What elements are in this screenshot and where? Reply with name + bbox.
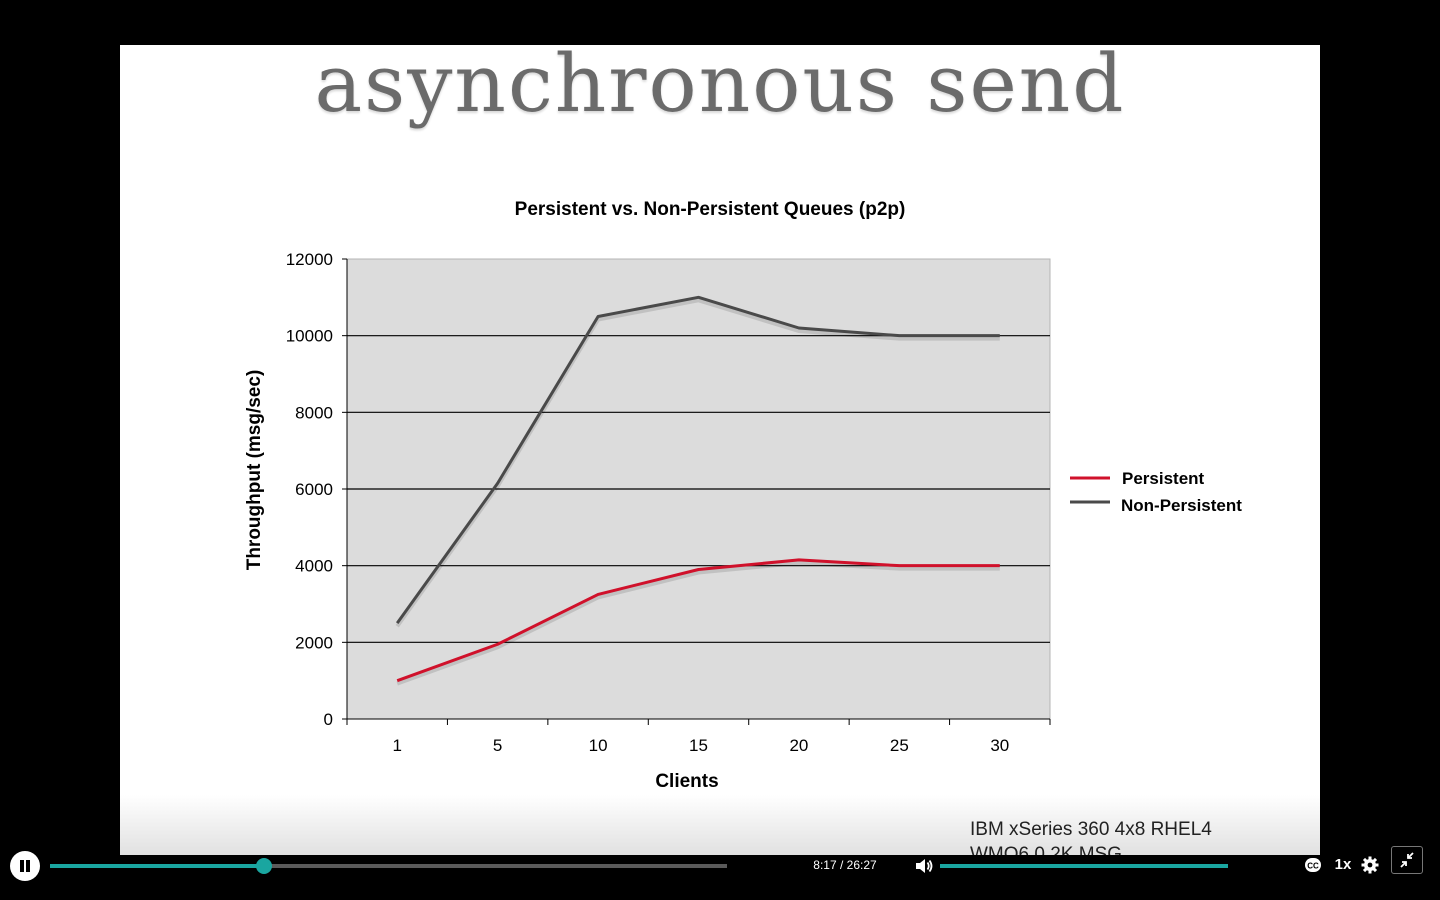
legend: Persistent Non-Persistent	[1070, 469, 1242, 515]
y-tick-labels: 0 2000 4000 6000 8000 10000 12000	[286, 250, 333, 729]
y-tick-label: 12000	[286, 250, 333, 269]
series-shadow-non-persistent	[395, 298, 1000, 628]
y-tick-label: 10000	[286, 327, 333, 346]
line-chart: Persistent vs. Non-Persistent Queues (p2…	[244, 199, 1242, 792]
volume-slider[interactable]	[940, 864, 1228, 868]
pause-button[interactable]	[10, 851, 40, 881]
exit-fullscreen-button[interactable]	[1391, 846, 1423, 874]
seek-handle[interactable]	[255, 858, 272, 874]
exit-fullscreen-icon	[1400, 852, 1414, 868]
volume-level	[940, 864, 1228, 868]
chart-title: Persistent vs. Non-Persistent Queues (p2…	[515, 199, 906, 220]
gear-icon[interactable]	[1361, 856, 1379, 874]
x-tick-label: 20	[789, 736, 808, 755]
y-tick-label: 0	[324, 710, 333, 729]
closed-captions-icon[interactable]: CC	[1305, 858, 1321, 872]
slide-title: asynchronous send	[314, 45, 1126, 130]
y-axis-label: Throughput (msg/sec)	[244, 370, 265, 571]
legend-label-non-persistent: Non-Persistent	[1121, 496, 1242, 515]
axes	[342, 258, 1051, 725]
legend-label-persistent: Persistent	[1122, 469, 1205, 488]
x-axis-label: Clients	[655, 771, 718, 792]
slide-bottom-fade	[120, 795, 1320, 855]
video-frame[interactable]: asynchronous send Persistent vs. Non-Per…	[120, 45, 1320, 855]
playback-speed-button[interactable]: 1x	[1334, 856, 1352, 873]
seek-bar-played	[50, 864, 264, 868]
volume-icon[interactable]	[914, 857, 934, 875]
seek-bar[interactable]	[50, 858, 727, 874]
footnote-line-2: WMQ6.0 2K MSG	[970, 844, 1123, 855]
y-tick-label: 2000	[295, 633, 333, 652]
y-tick-label: 4000	[295, 557, 333, 576]
x-tick-label: 25	[890, 736, 909, 755]
footnote-line-1: IBM xSeries 360 4x8 RHEL4	[970, 819, 1212, 840]
svg-text:CC: CC	[1307, 862, 1319, 871]
y-tick-label: 8000	[295, 403, 333, 422]
y-tick-label: 6000	[295, 480, 333, 499]
slide-footnote: IBM xSeries 360 4x8 RHEL4 WMQ6.0 2K MSG	[970, 817, 1212, 855]
series-shadow-persistent	[396, 560, 1000, 686]
series-lines	[395, 295, 1000, 686]
time-display: 8:17 / 26:27	[813, 858, 877, 872]
x-tick-label: 15	[689, 736, 708, 755]
x-tick-label: 10	[589, 736, 608, 755]
x-tick-label: 5	[493, 736, 502, 755]
x-tick-label: 30	[990, 736, 1009, 755]
x-tick-labels: 1 5 10 15 20 25 30	[392, 736, 1009, 755]
player-controls: 8:17 / 26:27 CC 1x	[0, 846, 1440, 882]
x-tick-label: 1	[392, 736, 401, 755]
